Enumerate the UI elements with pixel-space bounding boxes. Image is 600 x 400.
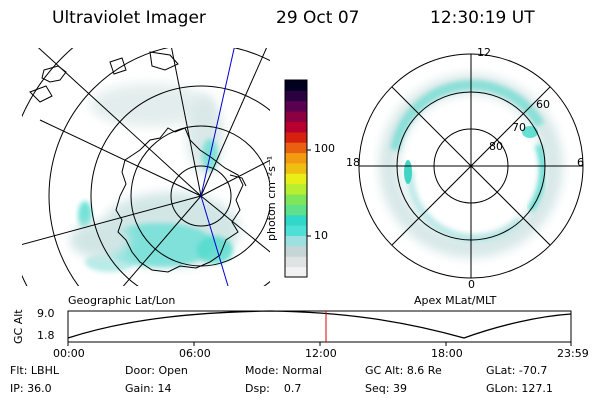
- status-flt: Flt: LBHL: [10, 364, 59, 377]
- altitude-tick-1-8: 1.8: [37, 329, 55, 342]
- mlt-label-0: 0: [468, 278, 475, 291]
- colorbar-swatch: [285, 225, 307, 237]
- colorbar: [284, 79, 311, 278]
- colorbar-swatch: [285, 204, 307, 216]
- spacecraft-direction-line: [200, 195, 229, 286]
- colorbar-swatch: [285, 131, 307, 143]
- colorbar-frame: [284, 79, 308, 278]
- colorbar-swatch: [285, 142, 307, 154]
- status-dsp: Dsp: 0.7: [245, 382, 302, 395]
- mlat-label-60: 60: [536, 98, 550, 111]
- colorbar-swatch: [285, 183, 307, 195]
- status-glon: GLon: 127.1: [486, 382, 553, 395]
- colorbar-swatch: [285, 245, 307, 257]
- status-door: Door: Open: [125, 364, 188, 377]
- altitude-y-label: GC Alt: [12, 309, 25, 344]
- altitude-plot: [67, 310, 572, 346]
- geographic-grid: [22, 48, 270, 286]
- colorbar-swatch: [285, 162, 307, 174]
- mlt-label-6: 6: [577, 156, 584, 169]
- colorbar-swatch: [285, 266, 307, 278]
- mlat-label-80: 80: [489, 140, 503, 153]
- apex-grid: [358, 53, 584, 279]
- geographic-map: [22, 48, 270, 286]
- right-panel-caption: Apex MLat/MLT: [414, 294, 497, 307]
- altitude-tick-9: 9.0: [37, 307, 55, 320]
- colorbar-swatch: [285, 256, 307, 268]
- colorbar-swatch: [285, 173, 307, 185]
- colorbar-swatch: [285, 121, 307, 133]
- apex-polar-plot: [358, 53, 584, 279]
- colorbar-swatch: [285, 100, 307, 112]
- time-tick-0600: 06:00: [179, 347, 211, 360]
- mlt-label-18: 18: [346, 156, 360, 169]
- colorbar-unit-label: photon cm⁻²s⁻¹: [265, 155, 278, 241]
- header-time: 12:30:19 UT: [430, 8, 535, 28]
- status-gain: Gain: 14: [125, 382, 172, 395]
- status-seq: Seq: 39: [365, 382, 407, 395]
- colorbar-swatch: [285, 111, 307, 122]
- colorbar-swatch: [285, 80, 307, 91]
- time-tick-0000: 00:00: [53, 347, 85, 360]
- colorbar-tick-10: 10: [314, 229, 328, 242]
- left-aurora-emission: [70, 83, 240, 272]
- time-tick-1200: 12:00: [305, 347, 337, 360]
- status-mode: Mode: Normal: [245, 364, 322, 377]
- header-date: 29 Oct 07: [276, 8, 360, 28]
- time-tick-2359: 23:59: [557, 347, 589, 360]
- status-glat: GLat: -70.7: [486, 364, 548, 377]
- colorbar-tick-100: 100: [314, 142, 335, 155]
- app-title: Ultraviolet Imager: [52, 8, 206, 28]
- colorbar-swatch: [285, 152, 307, 164]
- coastline: [29, 51, 247, 273]
- mlat-label-70: 70: [512, 121, 526, 134]
- left-panel-caption: Geographic Lat/Lon: [68, 294, 176, 307]
- colorbar-swatch: [285, 214, 307, 226]
- mlt-label-12: 12: [477, 46, 491, 59]
- status-gc-alt: GC Alt: 8.6 Re: [365, 364, 442, 377]
- colorbar-swatch: [285, 194, 307, 205]
- colorbar-swatch: [285, 235, 307, 247]
- time-tick-1800: 18:00: [431, 347, 463, 360]
- status-ip: IP: 36.0: [10, 382, 52, 395]
- colorbar-swatch: [285, 90, 307, 102]
